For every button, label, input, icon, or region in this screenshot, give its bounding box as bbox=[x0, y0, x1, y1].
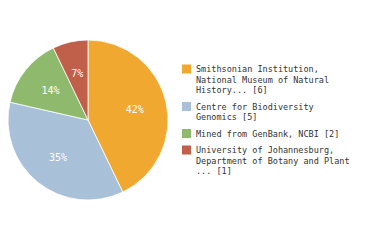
legend-label-line: Department of Botany and Plant bbox=[196, 156, 350, 166]
legend-label-line: National Museum of Natural bbox=[196, 75, 329, 85]
legend-item: Centre for BiodiversityGenomics [5] bbox=[182, 102, 314, 123]
legend-label-line: Genomics [5] bbox=[196, 112, 257, 122]
pie-slice bbox=[53, 40, 88, 120]
pie-slice bbox=[8, 102, 123, 200]
legend-label-line: ... [1] bbox=[196, 166, 232, 176]
data-labels: 42% 35% 14% 7% bbox=[41, 68, 143, 163]
legend-swatch bbox=[182, 65, 191, 74]
pie bbox=[8, 40, 168, 200]
legend: Smithsonian Institution,National Museum … bbox=[182, 64, 350, 176]
data-label: 7% bbox=[71, 68, 83, 79]
legend-swatch bbox=[182, 129, 191, 138]
legend-label-line: Mined from GenBank, NCBI [2] bbox=[196, 129, 339, 139]
legend-label-line: Smithsonian Institution, bbox=[196, 64, 319, 74]
legend-label-line: History... [6] bbox=[196, 85, 268, 95]
legend-swatch bbox=[182, 102, 191, 111]
legend-item: Mined from GenBank, NCBI [2] bbox=[182, 129, 339, 139]
data-label: 14% bbox=[41, 85, 59, 96]
data-label: 35% bbox=[49, 152, 67, 163]
legend-label: University of Johannesburg,Department of… bbox=[196, 145, 350, 176]
legend-item: Smithsonian Institution,National Museum … bbox=[182, 64, 329, 95]
legend-item: University of Johannesburg,Department of… bbox=[182, 145, 350, 176]
legend-label-line: University of Johannesburg, bbox=[196, 145, 334, 155]
legend-label: Smithsonian Institution,National Museum … bbox=[196, 64, 329, 95]
data-label: 42% bbox=[126, 104, 144, 115]
legend-label: Centre for BiodiversityGenomics [5] bbox=[196, 102, 314, 123]
legend-swatch bbox=[182, 146, 191, 155]
legend-label: Mined from GenBank, NCBI [2] bbox=[196, 129, 339, 139]
chart: 42% 35% 14% 7% Smithsonian Institution,Natio… bbox=[0, 0, 380, 240]
legend-label-line: Centre for Biodiversity bbox=[196, 102, 314, 112]
